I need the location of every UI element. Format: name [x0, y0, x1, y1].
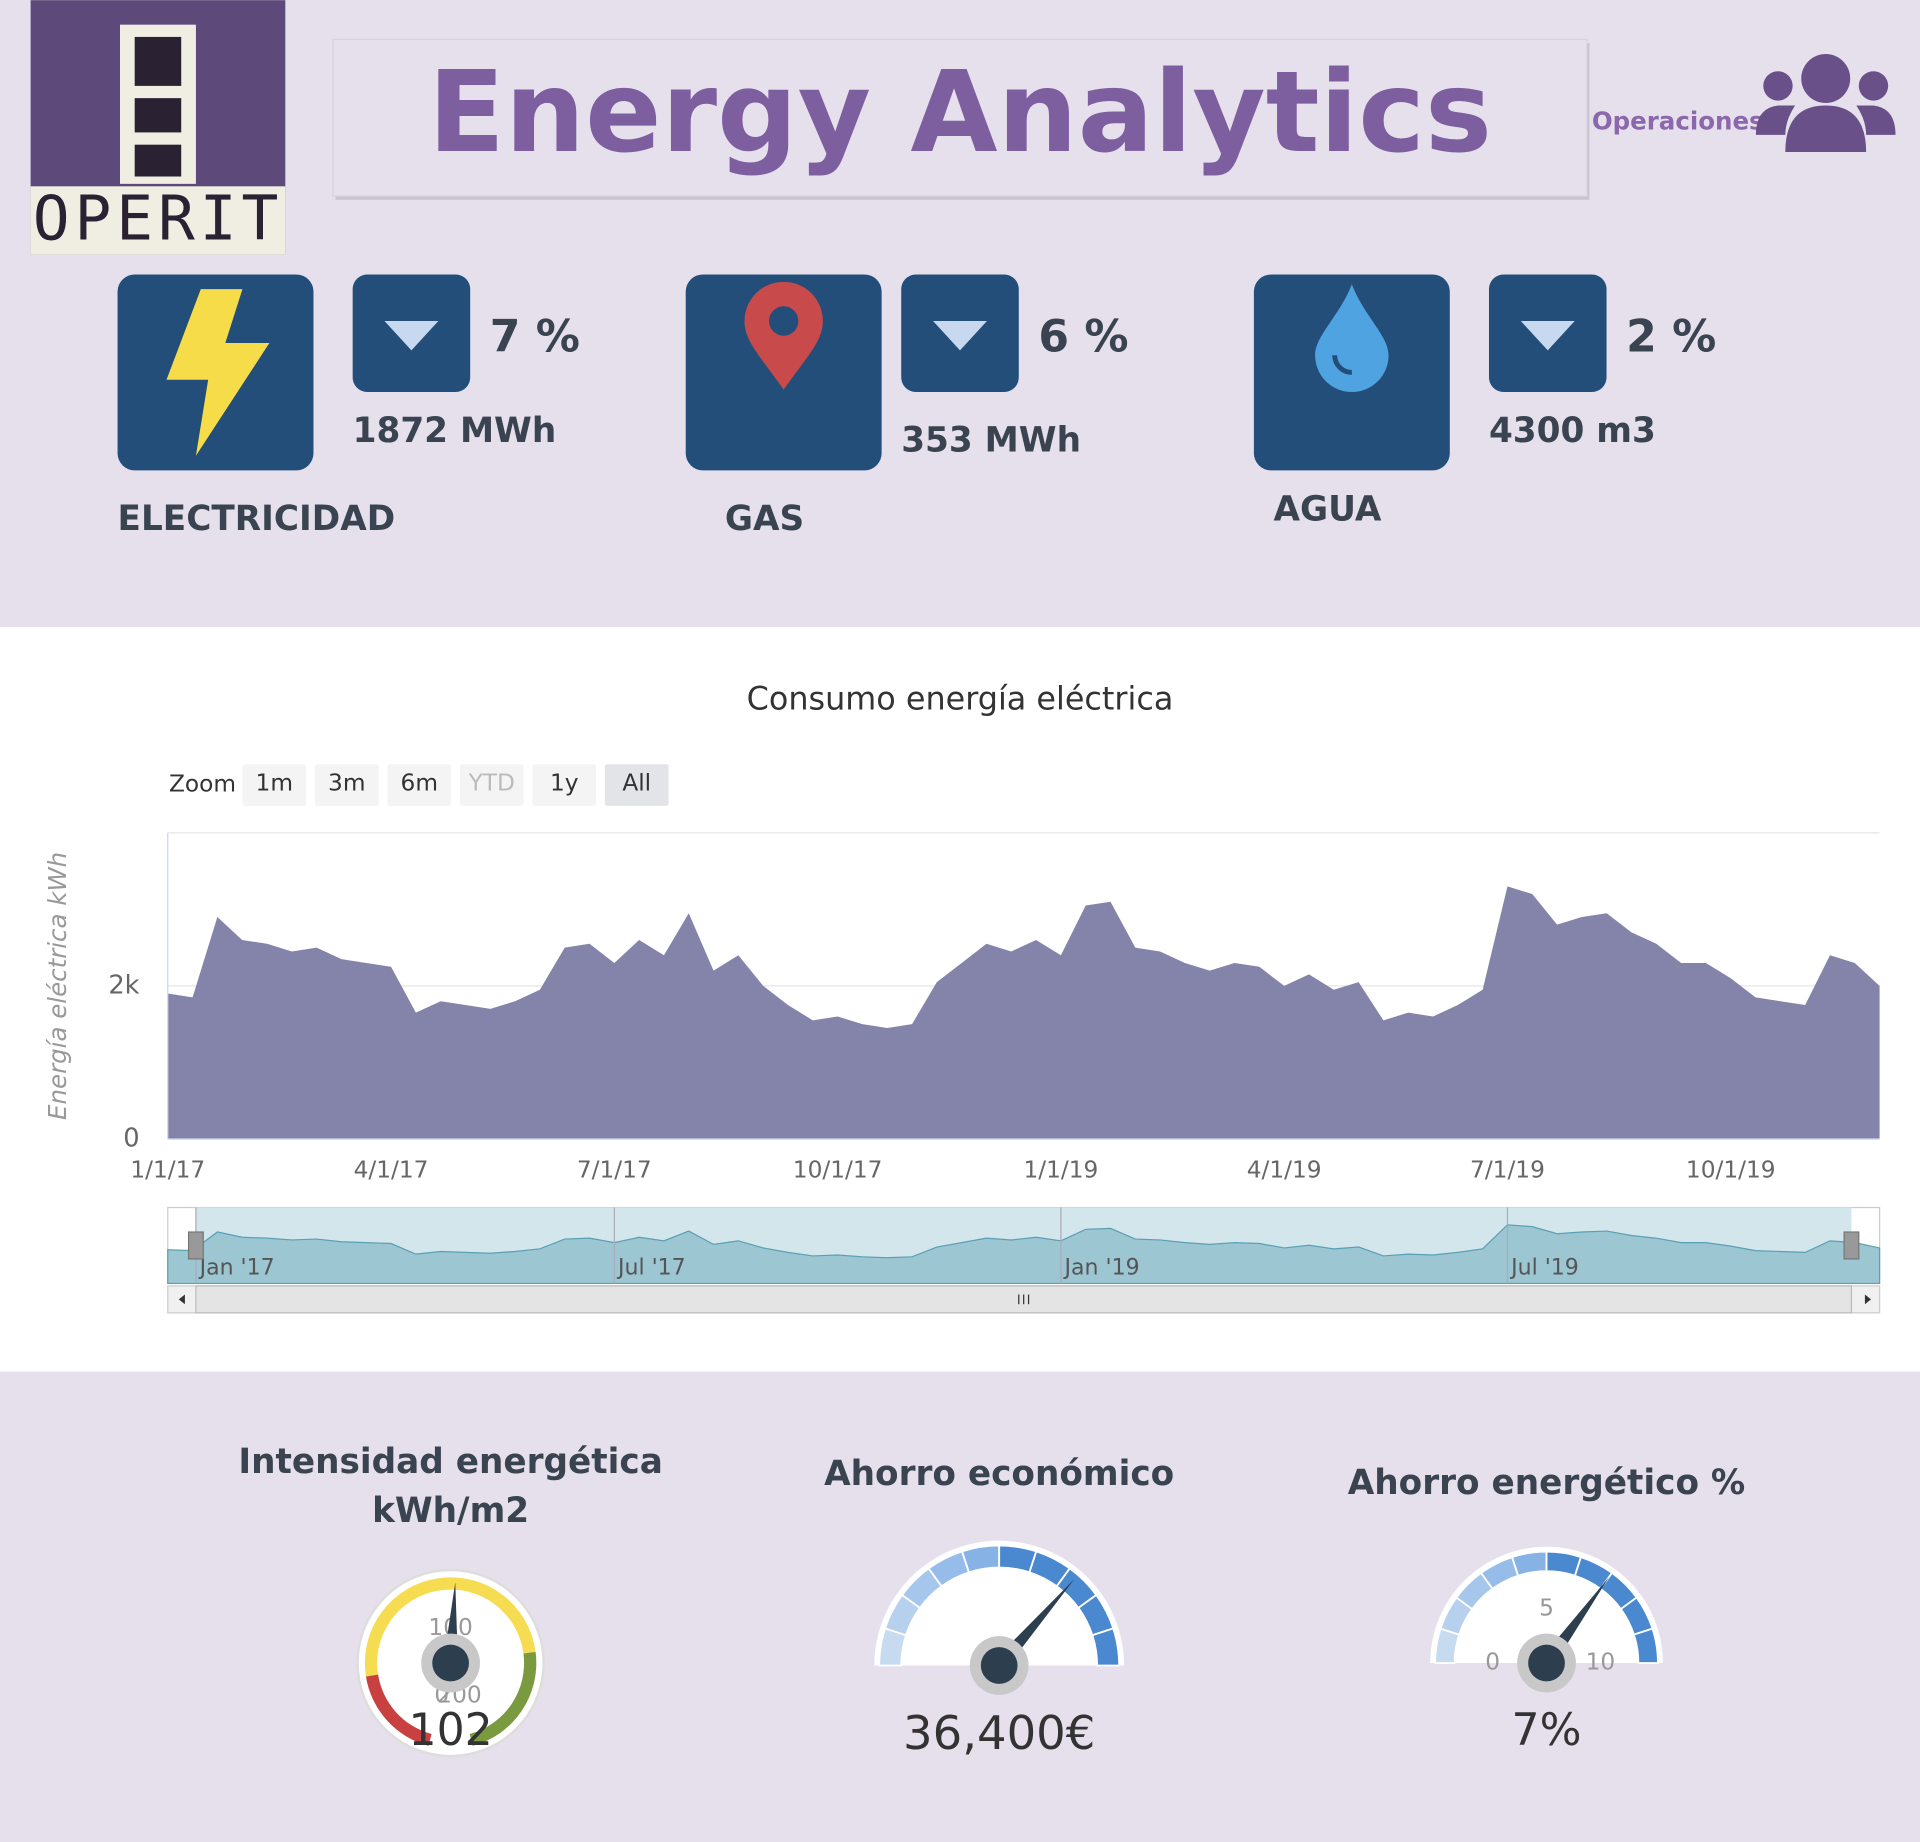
gauge-tick-label: 0: [1485, 1649, 1500, 1676]
gauge-title: Ahorro energético %: [1348, 1463, 1746, 1503]
y-tick-label: 0: [123, 1123, 139, 1153]
chart-title: Consumo energía eléctrica: [747, 680, 1174, 718]
kpi-label: GAS: [725, 499, 804, 539]
area-chart: 1m 3m 6m YTD 1y All 0 2k 1/1/17 4/1/17 7/1/17 10/1/…: [108, 764, 1881, 1314]
zoom-button-label[interactable]: 3m: [328, 769, 365, 796]
y-tick-label: 2k: [108, 970, 139, 1000]
x-tick-label: 10/1/17: [793, 1156, 883, 1183]
navigator-tick-label: Jan '17: [198, 1256, 275, 1281]
gauge-band: [364, 1577, 536, 1677]
kpi-row: 7 % 1872 MWh ELECTRICIDAD 6 % 353 MWh GAS 2 % 4…: [117, 274, 1716, 539]
gauge-band: [365, 1674, 432, 1746]
navigator-tick-label: Jul '19: [1509, 1256, 1579, 1281]
x-tick-label: 7/1/17: [577, 1156, 652, 1183]
zoom-button[interactable]: [242, 764, 307, 806]
electricity-icon: [166, 289, 270, 456]
gauge-title: Ahorro económico: [824, 1454, 1174, 1494]
gauge-title: Intensidad energética: [238, 1442, 663, 1482]
zoom-button-label[interactable]: YTD: [468, 769, 515, 796]
gauge-segment: [1091, 1627, 1121, 1667]
kpi-change: 2 %: [1626, 311, 1716, 362]
trend-arrow: [933, 321, 987, 351]
logo-text: OPERIT: [33, 184, 284, 255]
scroll-right[interactable]: [1864, 1294, 1872, 1305]
zoom-button[interactable]: [459, 764, 524, 806]
gauge-segment: [1510, 1550, 1548, 1577]
gauge-tick-label: 5: [1539, 1595, 1554, 1622]
user-icon[interactable]: [1755, 54, 1896, 153]
trend-arrow: [1520, 321, 1575, 351]
x-tick-label: 4/1/19: [1247, 1156, 1322, 1183]
gauge-hub: [432, 1644, 469, 1682]
scroll-left[interactable]: [178, 1294, 185, 1305]
navigator-area: [167, 1224, 1881, 1285]
x-tick-label: 10/1/19: [1686, 1156, 1776, 1183]
zoom-button[interactable]: [314, 764, 379, 806]
navigator-tick-label: Jul '17: [616, 1256, 686, 1281]
kpi-label: ELECTRICIDAD: [118, 499, 396, 539]
kpi-amount: 4300 m3: [1489, 411, 1656, 451]
logo: OPERIT: [30, 0, 286, 255]
zoom-button[interactable]: [604, 764, 669, 806]
y-axis-label: Energía eléctrica kWh: [43, 852, 72, 1120]
x-tick-label: 1/1/17: [130, 1156, 205, 1183]
zoom-button[interactable]: [387, 764, 452, 806]
kpi-change: 7 %: [490, 311, 580, 362]
area: [167, 886, 1880, 1139]
scrollbar-grip: [1018, 1294, 1030, 1305]
kpi-amount: 353 MWh: [901, 421, 1081, 461]
water-icon-shine: [1332, 355, 1353, 375]
gauge-tick-label: 10: [1586, 1649, 1616, 1676]
navigator-handle[interactable]: [187, 1231, 204, 1260]
x-tick-label: 1/1/19: [1023, 1156, 1098, 1183]
zoom-button-label[interactable]: 1m: [256, 769, 293, 796]
water-icon: [1315, 284, 1389, 393]
x-tick-label: 7/1/19: [1470, 1156, 1545, 1183]
page-title: Energy Analytics: [428, 46, 1492, 178]
zoom-button-label[interactable]: 1y: [550, 769, 579, 796]
navigator-tick-label: Jan '19: [1063, 1256, 1140, 1281]
user-name[interactable]: Operaciones: [1592, 107, 1764, 136]
gauge-value: 102: [409, 1705, 493, 1756]
trend-arrow: [384, 321, 439, 351]
gauge-segment: [1632, 1627, 1659, 1664]
gas-icon-hole: [768, 306, 799, 336]
zoom-label: Zoom: [169, 771, 236, 798]
gauge-value: 36,400€: [903, 1706, 1095, 1760]
title-box: [332, 38, 1588, 197]
gauge-hub: [980, 1647, 1018, 1684]
kpi-label: AGUA: [1273, 489, 1381, 529]
kpi-change: 6 %: [1038, 311, 1128, 362]
x-tick-label: 4/1/17: [354, 1156, 429, 1183]
gauges: Intensidad energéticakWh/m20100200102Aho…: [238, 1442, 1745, 1760]
gauge-hub: [1528, 1644, 1565, 1682]
gauge-title: kWh/m2: [372, 1491, 529, 1531]
zoom-button[interactable]: [532, 764, 597, 806]
gauge-value: 7%: [1512, 1705, 1582, 1756]
zoom-button-label[interactable]: 6m: [401, 769, 438, 796]
zoom-button-label[interactable]: All: [622, 769, 651, 796]
navigator-handle[interactable]: [1843, 1231, 1860, 1260]
kpi-amount: 1872 MWh: [353, 411, 557, 451]
gauge-segment: [960, 1544, 1001, 1574]
gauge-band: [469, 1651, 537, 1746]
